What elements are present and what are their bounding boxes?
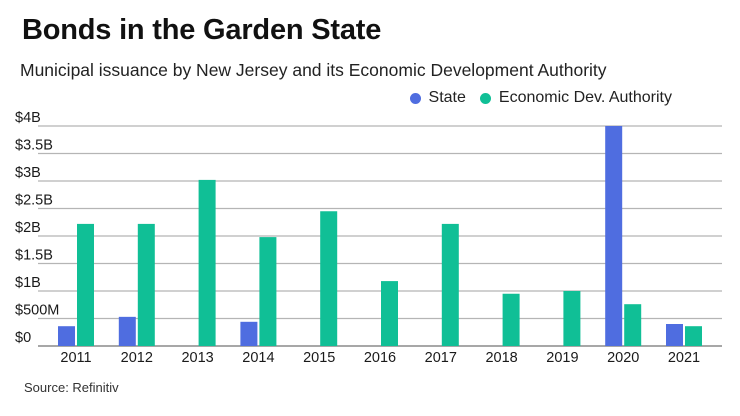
chart-subtitle: Municipal issuance by New Jersey and its… (20, 60, 607, 80)
x-tick-label: 2016 (364, 350, 396, 366)
bar-eda (320, 211, 338, 346)
bar-eda (198, 179, 216, 346)
bars (58, 126, 702, 346)
y-tick-label: $2.5B (15, 193, 53, 209)
bar-state (605, 126, 623, 346)
bar-eda (441, 223, 459, 346)
x-axis-ticks: 2011 2012 2013 2014 2015 2016 2017 2018 2019 2020… (60, 350, 700, 366)
x-tick-label: 2020 (607, 350, 639, 366)
y-tick-label: $1.5B (15, 248, 53, 264)
bar-state (58, 326, 75, 346)
bar-eda (502, 293, 520, 346)
legend-label-eda: Economic Dev. Authority (498, 89, 672, 106)
x-tick-label: 2013 (181, 350, 213, 366)
x-tick-label: 2011 (60, 350, 91, 366)
y-tick-label: $3.5B (15, 138, 53, 154)
legend-swatch-eda (479, 92, 491, 104)
y-tick-label: $0 (15, 330, 31, 346)
legend-item-state: State (409, 89, 466, 107)
bar-eda (624, 304, 642, 346)
bar-state (240, 321, 258, 346)
x-tick-label: 2019 (546, 350, 578, 366)
bar-eda (259, 237, 277, 346)
legend-item-eda: Economic Dev. Authority (479, 89, 672, 107)
y-tick-label: $1B (15, 275, 41, 291)
x-tick-label: 2014 (242, 350, 274, 366)
y-tick-label: $2B (15, 220, 41, 236)
chart-title: Bonds in the Garden State (22, 14, 382, 46)
legend-swatch-state (409, 92, 421, 104)
bar-eda (685, 326, 702, 346)
bar-state (118, 316, 136, 346)
x-tick-label: 2012 (121, 350, 153, 366)
x-tick-label: 2017 (425, 350, 457, 366)
bar-eda (381, 281, 398, 346)
y-tick-label: $500M (15, 303, 59, 319)
y-axis-ticks: $0 $500M $1B $1.5B $2B $2.5B $3B $3.5B $4B (15, 110, 59, 346)
bar-eda (563, 291, 581, 346)
bar-state (666, 324, 683, 346)
legend: State Economic Dev. Authority (396, 89, 672, 107)
x-tick-label: 2021 (668, 350, 700, 366)
bar-eda (77, 223, 94, 346)
x-tick-label: 2018 (485, 350, 517, 366)
y-tick-label: $3B (15, 165, 41, 181)
source-note: Source: Refinitiv (24, 380, 119, 395)
legend-label-state: State (428, 89, 466, 106)
bar-eda (137, 223, 155, 346)
y-tick-label: $4B (15, 110, 41, 126)
x-tick-label: 2015 (303, 350, 335, 366)
